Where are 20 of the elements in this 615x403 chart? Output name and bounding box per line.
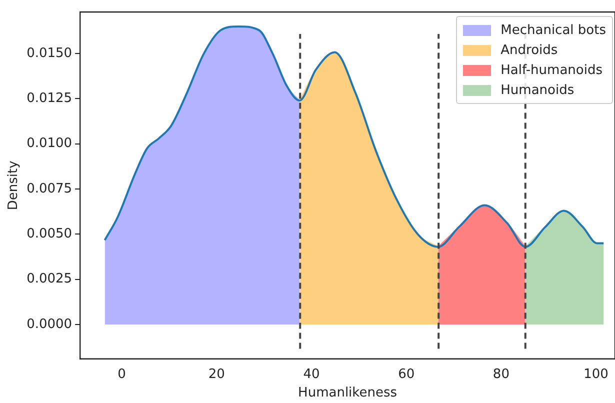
x-tick-label: 40 <box>303 366 320 382</box>
x-tick-label: 0 <box>118 366 126 382</box>
x-tick-label: 80 <box>492 366 510 382</box>
y-axis-title: Density <box>6 160 22 210</box>
y-tick-label: 0.0100 <box>26 136 72 152</box>
y-tick-label: 0.0075 <box>26 181 72 196</box>
y-tick-label: 0.0000 <box>26 316 72 332</box>
x-axis-title: Humanlikeness <box>298 386 398 401</box>
line-series <box>104 25 605 248</box>
legend-label: Half-humanoids <box>500 62 602 78</box>
y-tick-label: 0.0150 <box>26 46 72 61</box>
x-tick-label: 20 <box>208 366 225 382</box>
x-tick-label: 60 <box>398 366 415 382</box>
y-tick-label: 0.0050 <box>26 226 72 242</box>
y-tick-label: 0.0125 <box>26 91 72 106</box>
legend-label: Androids <box>500 42 558 58</box>
x-tick-label: 100 <box>584 366 608 382</box>
y-tick-label: 0.0025 <box>26 272 72 287</box>
legend-label: Mechanical bots <box>500 22 606 38</box>
legend-label: Humanoids <box>500 82 574 98</box>
